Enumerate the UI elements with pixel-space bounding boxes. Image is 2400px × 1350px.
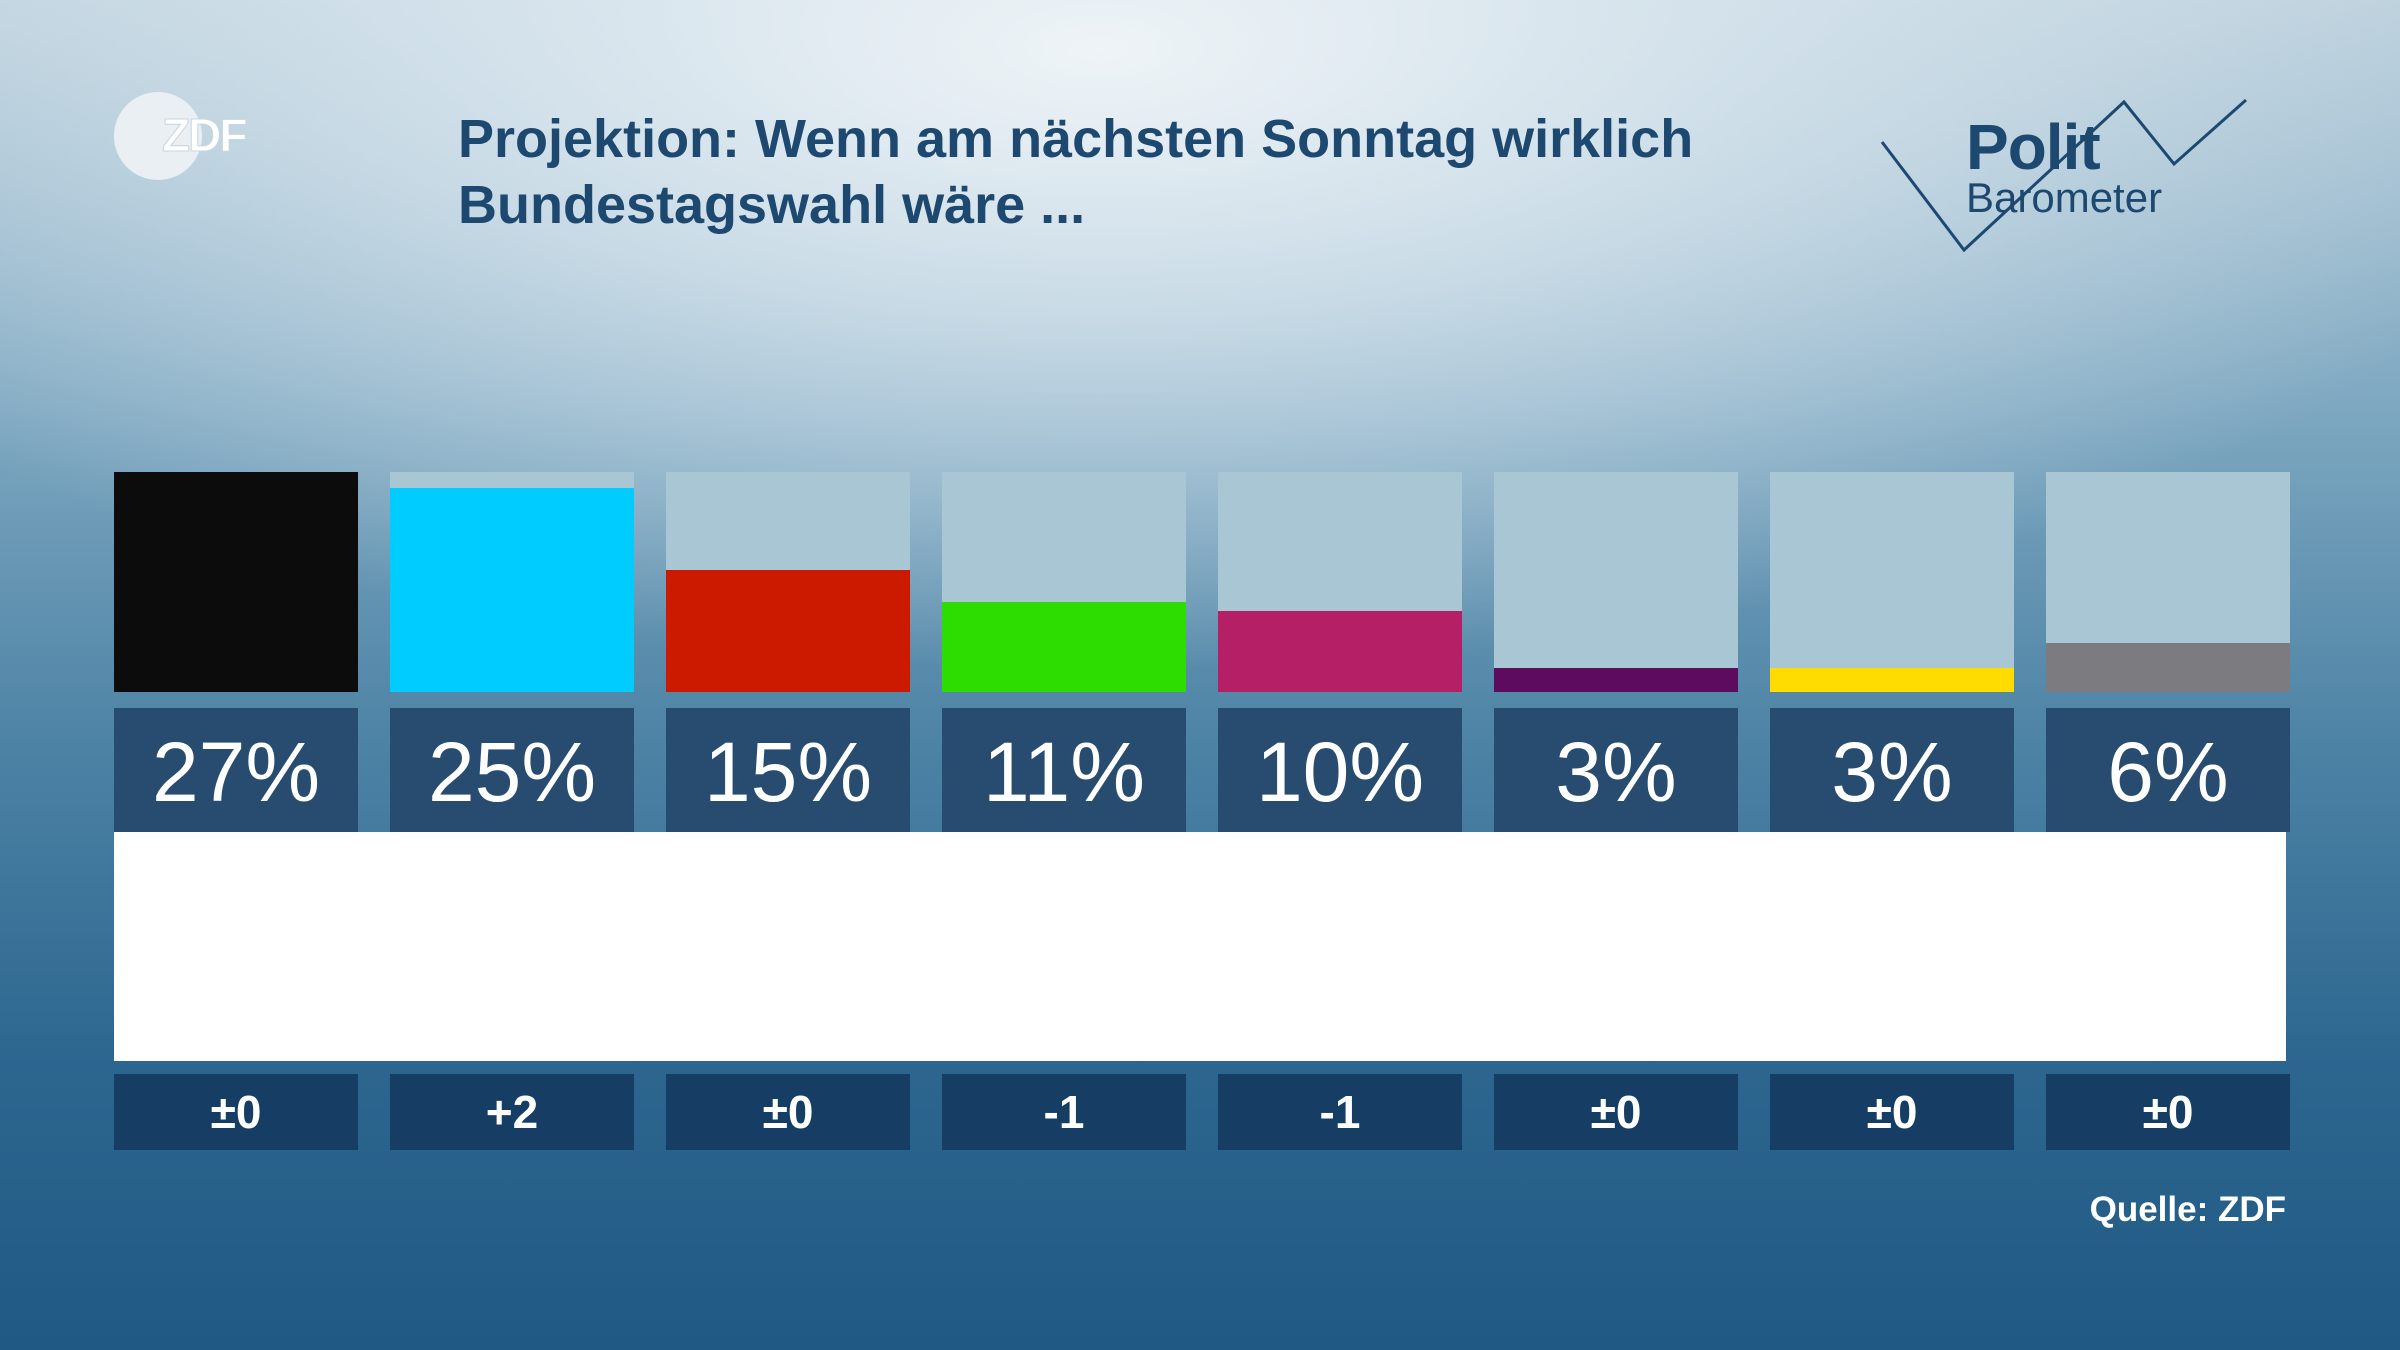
bar-linke — [1218, 611, 1462, 692]
party-label-panel — [114, 832, 2286, 1061]
change-label-cdu-csu: ±0 — [114, 1074, 358, 1150]
brand-line-2: Barometer — [1966, 174, 2163, 221]
brand-line-1: Polit — [1966, 111, 2101, 183]
change-label-fdp: ±0 — [1770, 1074, 2014, 1150]
title-line-2: Bundestagswahl wäre ... — [458, 175, 1086, 235]
bar-andere — [2046, 643, 2290, 692]
value-label-bsw: 3% — [1494, 708, 1738, 832]
value-label-afd: 25% — [390, 708, 634, 832]
zdf-logo-circle — [114, 92, 202, 180]
zdf-logo: ZDF — [114, 92, 249, 180]
value-label-andere: 6% — [2046, 708, 2290, 832]
change-label-bsw: ±0 — [1494, 1074, 1738, 1150]
change-label-afd: +2 — [390, 1074, 634, 1150]
bar-track-bsw — [1494, 472, 1738, 692]
bar-fdp — [1770, 668, 2014, 692]
zdf-logo-text: ZDF — [162, 109, 246, 161]
change-label-linke: -1 — [1218, 1074, 1462, 1150]
title-line-1: Projektion: Wenn am nächsten Sonntag wir… — [458, 109, 1694, 169]
bar-grüne — [942, 602, 1186, 692]
bar-spd — [666, 570, 910, 692]
bar-afd — [390, 488, 634, 692]
value-label-spd: 15% — [666, 708, 910, 832]
politbarometer-logo: Polit Barometer — [1868, 92, 2260, 262]
value-label-grüne: 11% — [942, 708, 1186, 832]
change-label-grüne: -1 — [942, 1074, 1186, 1150]
bar-track-fdp — [1770, 472, 2014, 692]
source-note: Quelle: ZDF — [2089, 1190, 2286, 1229]
bar-bsw — [1494, 668, 1738, 692]
change-label-andere: ±0 — [2046, 1074, 2290, 1150]
page-title: Projektion: Wenn am nächsten Sonntag wir… — [458, 106, 1778, 238]
bar-cdu-csu — [114, 472, 358, 692]
value-label-linke: 10% — [1218, 708, 1462, 832]
value-label-cdu-csu: 27% — [114, 708, 358, 832]
value-label-fdp: 3% — [1770, 708, 2014, 832]
change-label-spd: ±0 — [666, 1074, 910, 1150]
zigzag-line-icon — [1880, 98, 2247, 253]
